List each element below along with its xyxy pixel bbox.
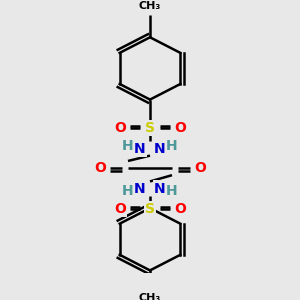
Text: H: H	[122, 184, 134, 198]
Text: O: O	[174, 121, 186, 135]
Text: H: H	[166, 184, 178, 198]
Text: O: O	[114, 121, 126, 135]
Text: H: H	[166, 139, 178, 153]
Text: O: O	[194, 161, 206, 175]
Text: O: O	[114, 202, 126, 216]
Text: O: O	[174, 202, 186, 216]
Text: CH₃: CH₃	[139, 1, 161, 10]
Text: O: O	[94, 161, 106, 175]
Text: N: N	[154, 142, 166, 155]
Text: N: N	[134, 182, 146, 196]
Text: S: S	[145, 121, 155, 135]
Text: N: N	[154, 182, 166, 196]
Text: S: S	[145, 202, 155, 216]
Text: CH₃: CH₃	[139, 292, 161, 300]
Text: H: H	[122, 139, 134, 153]
Text: N: N	[134, 142, 146, 155]
